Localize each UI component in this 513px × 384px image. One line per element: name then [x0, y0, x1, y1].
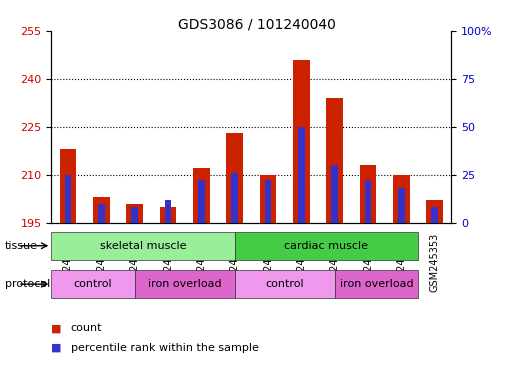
Text: percentile rank within the sample: percentile rank within the sample: [71, 343, 259, 353]
Bar: [98, 204, 105, 223]
Text: iron overload: iron overload: [148, 279, 222, 289]
Bar: [193, 168, 210, 223]
Bar: [231, 173, 238, 223]
Text: skeletal muscle: skeletal muscle: [100, 241, 186, 251]
Bar: [126, 204, 143, 223]
Bar: [298, 127, 305, 223]
Text: control: control: [265, 279, 304, 289]
Bar: [393, 175, 410, 223]
FancyBboxPatch shape: [51, 232, 234, 260]
Bar: [365, 180, 371, 223]
FancyBboxPatch shape: [134, 270, 234, 298]
Text: ■: ■: [51, 323, 62, 333]
Bar: [93, 197, 110, 223]
Bar: [226, 133, 243, 223]
Bar: [265, 180, 271, 223]
Bar: [198, 180, 205, 223]
Bar: [60, 149, 76, 223]
Text: tissue: tissue: [5, 241, 38, 251]
FancyBboxPatch shape: [234, 270, 334, 298]
Bar: [360, 165, 377, 223]
Bar: [431, 207, 438, 223]
Text: control: control: [74, 279, 112, 289]
Bar: [160, 207, 176, 223]
Bar: [165, 200, 171, 223]
FancyBboxPatch shape: [334, 270, 418, 298]
Bar: [260, 175, 277, 223]
Bar: [293, 60, 310, 223]
Text: protocol: protocol: [5, 279, 50, 289]
Text: cardiac muscle: cardiac muscle: [284, 241, 368, 251]
Bar: [65, 175, 71, 223]
Bar: [331, 165, 338, 223]
Text: ■: ■: [51, 343, 62, 353]
Text: iron overload: iron overload: [340, 279, 413, 289]
Bar: [326, 98, 343, 223]
FancyBboxPatch shape: [51, 270, 134, 298]
Text: count: count: [71, 323, 102, 333]
Text: GDS3086 / 101240040: GDS3086 / 101240040: [177, 17, 336, 31]
FancyBboxPatch shape: [234, 232, 418, 260]
Bar: [398, 188, 405, 223]
Bar: [426, 200, 443, 223]
Bar: [131, 207, 138, 223]
